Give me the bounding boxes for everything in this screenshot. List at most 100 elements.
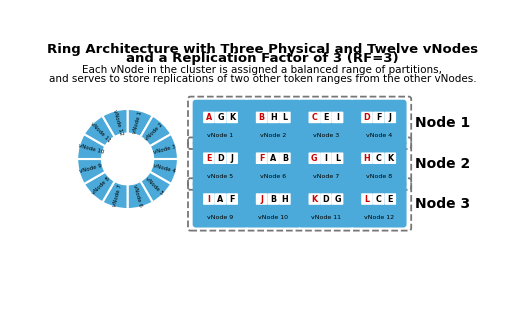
Text: vNode 9: vNode 9 <box>207 215 233 220</box>
Text: Node 1: Node 1 <box>415 116 471 130</box>
Text: K: K <box>311 194 317 203</box>
Wedge shape <box>127 181 153 209</box>
Wedge shape <box>150 134 178 159</box>
Text: and serves to store replications of two other token ranges from the other vNodes: and serves to store replications of two … <box>49 74 476 84</box>
FancyBboxPatch shape <box>245 181 301 227</box>
FancyBboxPatch shape <box>385 193 396 205</box>
Text: vNode 12: vNode 12 <box>364 215 394 220</box>
Text: vNode 9: vNode 9 <box>79 163 102 174</box>
Text: vNode 10: vNode 10 <box>77 144 104 155</box>
Text: vNode 7: vNode 7 <box>112 184 123 207</box>
FancyBboxPatch shape <box>256 112 267 123</box>
Text: vNode 12: vNode 12 <box>112 109 123 136</box>
Text: Node 3: Node 3 <box>415 197 470 212</box>
Text: B: B <box>270 194 276 203</box>
FancyBboxPatch shape <box>193 100 248 146</box>
FancyBboxPatch shape <box>245 141 301 187</box>
FancyBboxPatch shape <box>267 112 279 123</box>
Text: L: L <box>365 194 370 203</box>
FancyBboxPatch shape <box>226 153 238 164</box>
Text: vNode 11: vNode 11 <box>311 215 341 220</box>
Text: G: G <box>217 113 224 122</box>
FancyBboxPatch shape <box>267 153 279 164</box>
Text: vNode 5: vNode 5 <box>207 174 233 179</box>
FancyBboxPatch shape <box>193 141 248 187</box>
Text: C: C <box>311 113 317 122</box>
Text: vNode 2: vNode 2 <box>144 122 164 142</box>
FancyBboxPatch shape <box>245 100 301 146</box>
Text: vNode 8: vNode 8 <box>91 176 111 196</box>
Wedge shape <box>140 172 171 202</box>
FancyBboxPatch shape <box>320 193 332 205</box>
FancyBboxPatch shape <box>267 193 279 205</box>
FancyBboxPatch shape <box>193 181 248 227</box>
Text: J: J <box>389 113 392 122</box>
Text: B: B <box>282 154 288 163</box>
FancyBboxPatch shape <box>332 112 344 123</box>
FancyBboxPatch shape <box>298 141 354 187</box>
Text: F: F <box>376 113 381 122</box>
FancyBboxPatch shape <box>332 193 344 205</box>
Text: D: D <box>323 194 329 203</box>
Text: vNode 7: vNode 7 <box>313 174 339 179</box>
Text: vNode 2: vNode 2 <box>260 133 286 138</box>
Text: H: H <box>270 113 276 122</box>
Text: vNode 8: vNode 8 <box>366 174 392 179</box>
Text: vNode 5: vNode 5 <box>144 176 164 196</box>
Text: G: G <box>311 154 317 163</box>
Text: E: E <box>388 194 393 203</box>
FancyBboxPatch shape <box>320 112 332 123</box>
FancyBboxPatch shape <box>256 193 267 205</box>
Text: D: D <box>217 154 224 163</box>
Text: H: H <box>364 154 370 163</box>
Text: B: B <box>259 113 265 122</box>
Text: vNode 4: vNode 4 <box>366 133 392 138</box>
Wedge shape <box>84 172 115 202</box>
Text: K: K <box>229 113 235 122</box>
Wedge shape <box>140 116 171 146</box>
FancyBboxPatch shape <box>373 193 385 205</box>
FancyBboxPatch shape <box>279 193 291 205</box>
Text: L: L <box>335 154 340 163</box>
Wedge shape <box>84 116 115 146</box>
Text: E: E <box>206 154 211 163</box>
Text: J: J <box>231 154 233 163</box>
Text: E: E <box>323 113 329 122</box>
FancyBboxPatch shape <box>351 100 407 146</box>
Text: Each vNode in the cluster is assigned a balanced range of partitions,: Each vNode in the cluster is assigned a … <box>82 65 442 75</box>
Text: G: G <box>334 194 341 203</box>
Wedge shape <box>102 109 127 137</box>
Text: vNode 6: vNode 6 <box>260 174 286 179</box>
Text: I: I <box>325 154 328 163</box>
FancyBboxPatch shape <box>215 193 226 205</box>
Text: vNode 1: vNode 1 <box>132 111 143 134</box>
FancyBboxPatch shape <box>203 153 215 164</box>
Text: F: F <box>229 194 235 203</box>
FancyBboxPatch shape <box>309 153 320 164</box>
Text: vNode 1: vNode 1 <box>207 133 233 138</box>
FancyBboxPatch shape <box>373 153 385 164</box>
Text: vNode 11: vNode 11 <box>90 121 112 144</box>
FancyBboxPatch shape <box>309 112 320 123</box>
Text: A: A <box>206 113 212 122</box>
Text: C: C <box>376 194 381 203</box>
Text: Ring Architecture with Three Physical and Twelve vNodes: Ring Architecture with Three Physical an… <box>47 43 478 56</box>
Wedge shape <box>77 159 105 184</box>
Wedge shape <box>77 134 105 159</box>
Text: vNode 3: vNode 3 <box>313 133 339 138</box>
Text: I: I <box>336 113 339 122</box>
FancyBboxPatch shape <box>320 153 332 164</box>
Text: F: F <box>259 154 264 163</box>
FancyBboxPatch shape <box>279 153 291 164</box>
FancyBboxPatch shape <box>203 112 215 123</box>
FancyBboxPatch shape <box>351 141 407 187</box>
Text: D: D <box>364 113 370 122</box>
FancyBboxPatch shape <box>298 181 354 227</box>
Text: J: J <box>260 194 263 203</box>
FancyBboxPatch shape <box>203 193 215 205</box>
FancyBboxPatch shape <box>351 181 407 227</box>
FancyBboxPatch shape <box>256 153 267 164</box>
Wedge shape <box>102 181 127 209</box>
FancyBboxPatch shape <box>226 193 238 205</box>
Text: H: H <box>282 194 288 203</box>
